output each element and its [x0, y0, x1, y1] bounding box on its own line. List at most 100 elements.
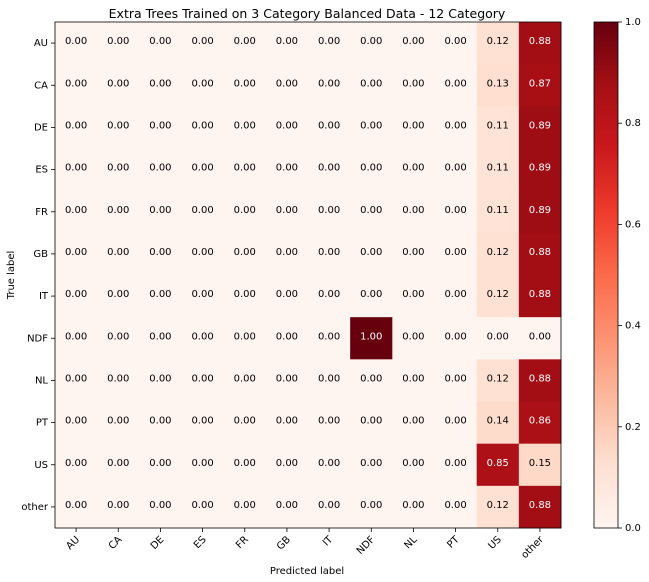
heatmap-cell — [223, 232, 267, 276]
cell-value-label: 0.00 — [318, 36, 340, 47]
cell-value-label: 0.00 — [191, 247, 213, 258]
heatmap-cell — [55, 443, 98, 487]
x-tick-label: FR — [234, 534, 251, 551]
heatmap-cell — [350, 485, 393, 529]
heatmap-cell — [55, 22, 98, 65]
cell-value-label: 0.00 — [107, 458, 129, 469]
heatmap-cell — [308, 64, 351, 107]
heatmap-cell — [223, 317, 267, 360]
cell-value-label: 0.00 — [402, 416, 424, 427]
cell-value-label: 0.00 — [107, 500, 129, 511]
cell-value-label: 0.00 — [65, 78, 87, 89]
heatmap-cell — [350, 443, 393, 487]
cell-value-label: 0.14 — [487, 416, 509, 427]
heatmap-cell — [97, 64, 140, 107]
cell-value-label: 0.00 — [444, 289, 466, 300]
heatmap-cell — [139, 64, 182, 107]
cell-value-label: 0.00 — [360, 247, 382, 258]
heatmap-cell — [392, 106, 435, 149]
heatmap-cell — [55, 485, 98, 529]
cell-value-label: 0.00 — [149, 500, 171, 511]
cell-value-label: 0.11 — [487, 163, 509, 174]
cell-value-label: 0.00 — [402, 78, 424, 89]
heatmap-cell — [223, 64, 267, 107]
cell-value-label: 0.00 — [234, 163, 256, 174]
cell-value-label: 0.00 — [529, 331, 551, 342]
heatmap-cell — [223, 22, 267, 65]
heatmap-cell — [434, 106, 478, 149]
heatmap-cell — [350, 22, 393, 65]
cell-value-label: 0.00 — [487, 331, 509, 342]
heatmap-cell — [392, 232, 435, 276]
heatmap-cell — [223, 190, 267, 234]
cell-value-label: 0.00 — [191, 36, 213, 47]
heatmap-cell — [476, 317, 520, 360]
cell-value-label: 0.00 — [65, 416, 87, 427]
heatmap-cell — [392, 22, 435, 65]
heatmap-cell — [434, 401, 478, 445]
heatmap-cell — [476, 275, 520, 318]
cell-value-label: 0.00 — [149, 205, 171, 216]
heatmap-cell — [265, 190, 309, 234]
cell-value-label: 0.00 — [276, 120, 298, 131]
heatmap-cell — [476, 106, 520, 149]
colorbar: 0.0 0.2 0.4 0.6 0.8 1.0 — [593, 17, 641, 534]
cell-value-label: 0.00 — [318, 500, 340, 511]
heatmap-cell — [434, 64, 478, 107]
heatmap-cell — [181, 22, 225, 65]
cell-value-label: 0.00 — [191, 373, 213, 384]
heatmap-cell — [223, 401, 267, 445]
heatmap-cell — [97, 232, 140, 276]
cell-value-label: 0.11 — [487, 205, 509, 216]
heatmap-cell — [308, 232, 351, 276]
x-tick-label: AU — [64, 534, 82, 552]
heatmap-cell — [518, 106, 562, 149]
cell-value-label: 0.00 — [234, 247, 256, 258]
y-axis-label: True label — [6, 251, 17, 301]
cell-value-label: 0.00 — [234, 373, 256, 384]
heatmap-cell — [476, 190, 520, 234]
cell-value-label: 0.12 — [487, 373, 509, 384]
cell-value-label: 0.00 — [65, 205, 87, 216]
heatmap-cell — [350, 317, 393, 360]
cell-value-label: 0.00 — [65, 331, 87, 342]
heatmap-cell — [518, 148, 562, 192]
cell-value-label: 0.15 — [529, 458, 551, 469]
cell-value-label: 0.00 — [149, 289, 171, 300]
heatmap-cell — [139, 317, 182, 360]
heatmap-cell — [223, 106, 267, 149]
heatmap-cell — [308, 148, 351, 192]
x-tick-label: DE — [149, 534, 167, 552]
cell-value-label: 0.00 — [402, 205, 424, 216]
cell-value-label: 0.00 — [276, 331, 298, 342]
heatmap-cell — [392, 275, 435, 318]
heatmap-cell — [518, 485, 562, 529]
heatmap-cell — [392, 485, 435, 529]
heatmap-cell — [434, 22, 478, 65]
cell-value-label: 0.00 — [107, 373, 129, 384]
heatmap-cell — [97, 485, 140, 529]
cell-value-label: 0.00 — [149, 36, 171, 47]
cell-value-label: 0.85 — [487, 458, 509, 469]
heatmap-cell — [434, 359, 478, 402]
cell-value-label: 0.00 — [276, 205, 298, 216]
heatmap-cell — [265, 443, 309, 487]
heatmap-cell — [308, 401, 351, 445]
cell-value-label: 0.00 — [149, 78, 171, 89]
heatmap-cell — [55, 106, 98, 149]
cell-value-label: 0.00 — [318, 458, 340, 469]
y-tick-label: AU — [34, 38, 48, 49]
cell-value-label: 0.00 — [149, 163, 171, 174]
cell-value-label: 0.00 — [318, 120, 340, 131]
cell-value-label: 0.00 — [191, 500, 213, 511]
heatmap-cell — [55, 148, 98, 192]
heatmap-cell — [181, 485, 225, 529]
cell-value-label: 0.89 — [529, 163, 551, 174]
cell-value-label: 0.00 — [234, 289, 256, 300]
cell-value-label: 0.00 — [107, 247, 129, 258]
colorbar-tick-label: 0.6 — [625, 219, 641, 230]
heatmap-cell — [181, 443, 225, 487]
cell-value-label: 0.12 — [487, 247, 509, 258]
heatmap-cell — [139, 401, 182, 445]
